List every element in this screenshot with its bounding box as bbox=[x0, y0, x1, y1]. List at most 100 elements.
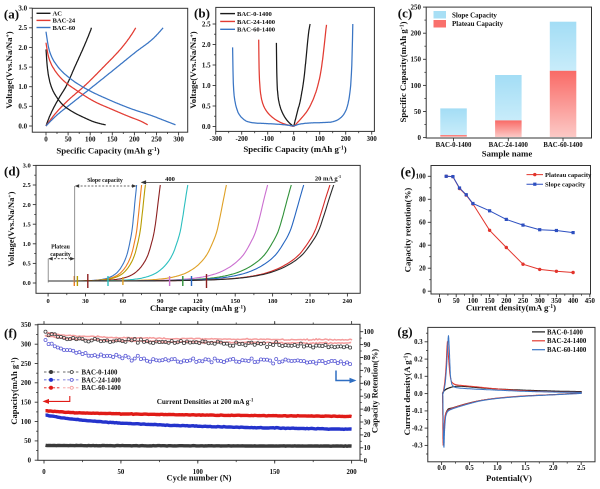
svg-text:Specific Capacity (mAh g-1): Specific Capacity (mAh g-1) bbox=[243, 144, 346, 154]
svg-text:(f): (f) bbox=[4, 326, 17, 341]
svg-text:2.5: 2.5 bbox=[18, 24, 27, 32]
svg-text:3.0: 3.0 bbox=[18, 5, 27, 13]
svg-text:100: 100 bbox=[315, 136, 326, 143]
svg-text:(g): (g) bbox=[397, 324, 412, 339]
svg-text:capacity: capacity bbox=[50, 252, 71, 258]
svg-text:30: 30 bbox=[364, 419, 371, 426]
svg-text:-0.3: -0.3 bbox=[412, 443, 423, 450]
svg-text:40: 40 bbox=[364, 406, 371, 413]
svg-text:50: 50 bbox=[118, 469, 125, 476]
svg-text:-0.2: -0.2 bbox=[412, 426, 423, 433]
svg-text:0: 0 bbox=[438, 298, 442, 305]
svg-text:10: 10 bbox=[364, 445, 371, 452]
svg-text:(b): (b) bbox=[194, 6, 210, 21]
svg-text:60: 60 bbox=[364, 381, 371, 388]
svg-text:70: 70 bbox=[364, 368, 371, 375]
svg-text:BAC-24-1400: BAC-24-1400 bbox=[82, 377, 122, 384]
svg-text:200: 200 bbox=[21, 380, 32, 387]
svg-text:Sample name: Sample name bbox=[482, 149, 533, 159]
svg-text:2.5: 2.5 bbox=[577, 465, 586, 472]
svg-text:150: 150 bbox=[411, 56, 422, 64]
svg-text:300: 300 bbox=[21, 342, 32, 349]
svg-text:0.0: 0.0 bbox=[202, 123, 211, 131]
svg-text:100: 100 bbox=[468, 298, 479, 305]
svg-text:0.0: 0.0 bbox=[414, 391, 423, 398]
svg-text:Slope Capacity: Slope Capacity bbox=[452, 11, 497, 19]
svg-text:Charge capacity (mAh g-1): Charge capacity (mAh g-1) bbox=[150, 303, 246, 313]
svg-text:50: 50 bbox=[364, 394, 371, 401]
svg-text:300: 300 bbox=[367, 136, 378, 143]
svg-text:2.0: 2.0 bbox=[18, 44, 27, 52]
svg-text:Capacity(mAh g-1): Capacity(mAh g-1) bbox=[9, 357, 19, 424]
svg-text:2.5: 2.5 bbox=[23, 182, 32, 189]
svg-text:250: 250 bbox=[411, 4, 422, 12]
svg-text:3.0: 3.0 bbox=[23, 163, 31, 170]
svg-text:30: 30 bbox=[82, 298, 89, 305]
svg-text:0: 0 bbox=[418, 134, 422, 142]
svg-text:Specific Capacity(mAh g-1): Specific Capacity(mAh g-1) bbox=[398, 21, 408, 122]
svg-text:60: 60 bbox=[419, 220, 426, 227]
svg-text:100: 100 bbox=[416, 174, 427, 181]
svg-text:2.5: 2.5 bbox=[202, 20, 211, 28]
svg-text:BAC-60-1400: BAC-60-1400 bbox=[543, 142, 583, 149]
svg-text:150: 150 bbox=[21, 400, 32, 407]
svg-text:BAC-24-1400: BAC-24-1400 bbox=[489, 142, 529, 149]
svg-text:Plateau capacity: Plateau capacity bbox=[545, 172, 592, 179]
svg-text:50: 50 bbox=[414, 108, 422, 116]
svg-text:0.3: 0.3 bbox=[414, 339, 423, 346]
svg-text:90: 90 bbox=[364, 342, 371, 349]
svg-text:1.5: 1.5 bbox=[18, 63, 27, 71]
svg-text:0.0: 0.0 bbox=[437, 465, 446, 472]
svg-text:1.0: 1.0 bbox=[493, 465, 502, 472]
svg-text:BAC-0-1400: BAC-0-1400 bbox=[82, 369, 118, 376]
svg-text:0: 0 bbox=[42, 469, 46, 476]
svg-text:200: 200 bbox=[129, 136, 140, 144]
svg-text:40: 40 bbox=[419, 243, 426, 250]
svg-text:400: 400 bbox=[165, 176, 175, 183]
svg-text:20: 20 bbox=[364, 432, 371, 439]
svg-text:150: 150 bbox=[270, 469, 281, 476]
svg-text:250: 250 bbox=[151, 136, 162, 144]
svg-text:80: 80 bbox=[419, 197, 426, 204]
svg-text:120: 120 bbox=[193, 298, 203, 305]
svg-text:Voltage(Vvs.Na/Na+): Voltage(Vvs.Na/Na+) bbox=[188, 31, 198, 109]
svg-text:100: 100 bbox=[85, 136, 96, 144]
svg-text:BAC-0-1400: BAC-0-1400 bbox=[547, 329, 583, 336]
svg-text:50: 50 bbox=[24, 438, 31, 445]
svg-text:BAC-60: BAC-60 bbox=[53, 25, 76, 32]
svg-text:Current density(mA g-1): Current density(mA g-1) bbox=[466, 303, 556, 313]
svg-text:Plateau Capacity: Plateau Capacity bbox=[452, 20, 504, 28]
svg-text:BAC-24: BAC-24 bbox=[53, 18, 76, 25]
svg-text:350: 350 bbox=[21, 322, 32, 329]
svg-text:1.0: 1.0 bbox=[23, 241, 31, 248]
svg-text:2.0: 2.0 bbox=[202, 41, 211, 49]
svg-text:BAC-60-1400: BAC-60-1400 bbox=[547, 347, 587, 354]
svg-text:240: 240 bbox=[343, 298, 353, 305]
svg-text:-200: -200 bbox=[235, 136, 248, 143]
svg-text:0.5: 0.5 bbox=[18, 103, 27, 111]
svg-text:BAC-60-1400: BAC-60-1400 bbox=[82, 385, 122, 392]
svg-text:1.0: 1.0 bbox=[202, 82, 211, 90]
svg-text:Current density(A g-1): Current density(A g-1) bbox=[402, 353, 412, 436]
svg-text:100: 100 bbox=[364, 329, 375, 336]
svg-text:90: 90 bbox=[157, 298, 164, 305]
svg-text:100: 100 bbox=[193, 469, 204, 476]
svg-text:20 mA g-1: 20 mA g-1 bbox=[315, 174, 341, 183]
svg-text:50: 50 bbox=[453, 298, 460, 305]
svg-text:-0.1: -0.1 bbox=[412, 408, 423, 415]
svg-text:Capacity Retention(%): Capacity Retention(%) bbox=[370, 349, 380, 433]
svg-text:450: 450 bbox=[585, 298, 596, 305]
svg-text:BAC-60-1400: BAC-60-1400 bbox=[237, 27, 276, 34]
svg-text:0.5: 0.5 bbox=[202, 102, 211, 110]
svg-text:180: 180 bbox=[268, 298, 278, 305]
svg-text:2.0: 2.0 bbox=[549, 465, 558, 472]
svg-text:AC: AC bbox=[53, 11, 63, 18]
svg-text:1.5: 1.5 bbox=[521, 465, 530, 472]
svg-text:300: 300 bbox=[535, 298, 546, 305]
svg-text:Slope capacity: Slope capacity bbox=[545, 182, 586, 189]
svg-text:2.0: 2.0 bbox=[23, 202, 31, 209]
svg-text:1.5: 1.5 bbox=[23, 221, 32, 228]
svg-text:BAC-24-1400: BAC-24-1400 bbox=[237, 19, 276, 26]
svg-text:300: 300 bbox=[173, 136, 184, 144]
svg-text:250: 250 bbox=[21, 361, 32, 368]
